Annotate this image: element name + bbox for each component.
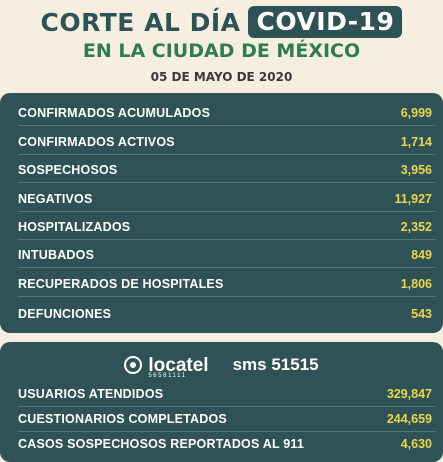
- stat-row-hospitalizados: HOSPITALIZADOS 2,352: [18, 217, 436, 240]
- stat-value: 3,956: [400, 163, 432, 177]
- stat-value: 1,714: [400, 135, 432, 149]
- stat-row-confirmados-acumulados: CONFIRMADOS ACUMULADOS 6,999: [18, 103, 436, 126]
- stat-row-defunciones: DEFUNCIONES 543: [18, 304, 436, 326]
- covid-badge: COVID-19: [248, 6, 403, 38]
- locatel-panel: locatel 56581111 sms 51515 USUARIOS ATEN…: [0, 342, 443, 462]
- locatel-row-cuestionarios: CUESTIONARIOS COMPLETADOS 244,659: [18, 409, 436, 432]
- stat-label: USUARIOS ATENDIDOS: [18, 387, 164, 401]
- header: CORTE AL DÍA COVID-19 EN LA CIUDAD DE MÉ…: [0, 0, 443, 92]
- stat-label: HOSPITALIZADOS: [18, 220, 131, 234]
- stat-value: 11,927: [394, 192, 432, 206]
- stat-row-sospechosos: SOSPECHOSOS 3,956: [18, 160, 436, 183]
- stat-row-confirmados-activos: CONFIRMADOS ACTIVOS 1,714: [18, 132, 436, 155]
- stat-label: INTUBADOS: [18, 248, 95, 262]
- sms-number: sms 51515: [232, 355, 319, 374]
- locatel-row-casos-911: CASOS SOSPECHOSOS REPORTADOS AL 911 4,63…: [18, 434, 436, 456]
- stat-row-intubados: INTUBADOS 849: [18, 245, 436, 268]
- locatel-row-usuarios: USUARIOS ATENDIDOS 329,847: [18, 384, 436, 407]
- location-pin-icon: [124, 356, 143, 374]
- stat-label: CASOS SOSPECHOSOS REPORTADOS AL 911: [18, 437, 305, 451]
- stat-value: 849: [411, 248, 432, 262]
- stat-value: 1,806: [400, 277, 432, 291]
- stat-label: CONFIRMADOS ACTIVOS: [18, 135, 175, 149]
- report-date: 05 DE MAYO DE 2020: [150, 70, 293, 84]
- locatel-header: locatel 56581111 sms 51515: [0, 348, 443, 382]
- stat-row-negativos: NEGATIVOS 11,927: [18, 189, 436, 212]
- title-row: CORTE AL DÍA COVID-19: [0, 6, 443, 38]
- page-title: CORTE AL DÍA: [40, 7, 241, 37]
- stat-value: 329,847: [386, 387, 432, 401]
- stat-value: 244,659: [386, 412, 432, 426]
- stat-label: CONFIRMADOS ACUMULADOS: [18, 106, 211, 120]
- locatel-number: 56581111: [148, 372, 187, 379]
- locatel-logo: locatel 56581111: [148, 354, 209, 379]
- stat-label: NEGATIVOS: [18, 192, 93, 206]
- stat-label: DEFUNCIONES: [18, 307, 112, 321]
- stat-value: 2,352: [400, 220, 432, 234]
- stat-value: 6,999: [400, 106, 432, 120]
- stat-row-recuperados: RECUPERADOS DE HOSPITALES 1,806: [18, 274, 436, 297]
- locatel-name: locatel: [148, 354, 209, 376]
- subtitle: EN LA CIUDAD DE MÉXICO: [82, 40, 361, 62]
- stat-value: 543: [411, 307, 432, 321]
- stat-value: 4,630: [400, 437, 432, 451]
- stat-label: CUESTIONARIOS COMPLETADOS: [18, 412, 227, 426]
- stat-label: SOSPECHOSOS: [18, 163, 118, 177]
- stats-panel: CONFIRMADOS ACUMULADOS 6,999 CONFIRMADOS…: [0, 93, 443, 333]
- stat-label: RECUPERADOS DE HOSPITALES: [18, 277, 224, 291]
